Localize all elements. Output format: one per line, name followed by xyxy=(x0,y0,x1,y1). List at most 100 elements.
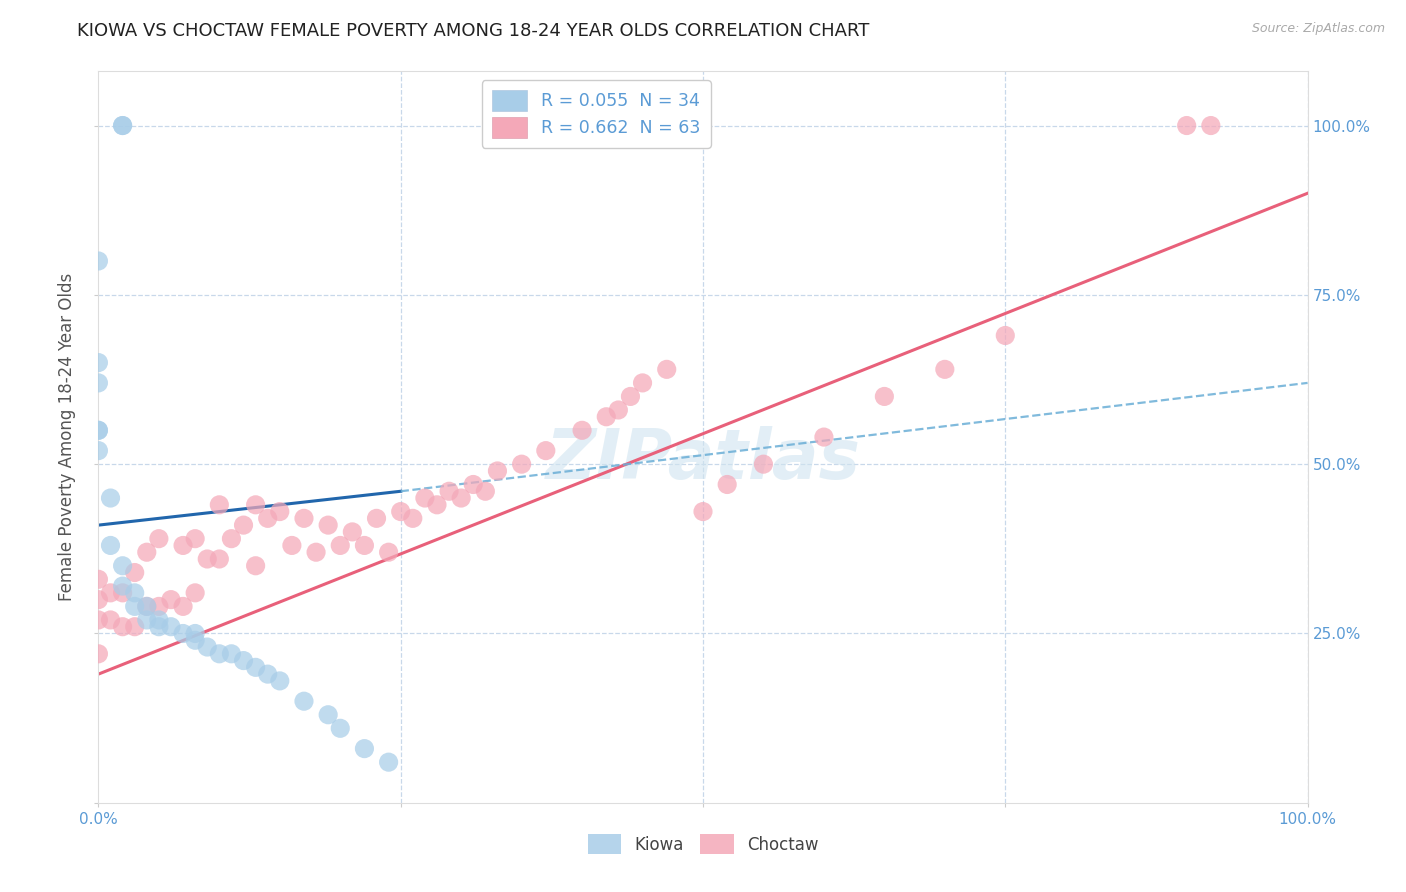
Point xyxy=(595,409,617,424)
Point xyxy=(221,532,243,546)
Point xyxy=(1199,119,1222,133)
Point xyxy=(111,586,134,600)
Point xyxy=(87,355,110,369)
Point xyxy=(402,511,425,525)
Point xyxy=(208,498,231,512)
Point xyxy=(934,362,956,376)
Point xyxy=(316,518,339,533)
Text: Source: ZipAtlas.com: Source: ZipAtlas.com xyxy=(1251,22,1385,36)
Point xyxy=(245,558,267,573)
Point xyxy=(184,586,207,600)
Point xyxy=(716,477,738,491)
Point xyxy=(342,524,364,539)
Point xyxy=(208,647,231,661)
Point xyxy=(124,620,146,634)
Point xyxy=(195,552,218,566)
Point xyxy=(184,626,207,640)
Point xyxy=(353,538,375,552)
Point xyxy=(111,119,134,133)
Point xyxy=(305,545,328,559)
Point xyxy=(135,599,157,614)
Point xyxy=(692,505,714,519)
Point xyxy=(87,423,110,437)
Text: KIOWA VS CHOCTAW FEMALE POVERTY AMONG 18-24 YEAR OLDS CORRELATION CHART: KIOWA VS CHOCTAW FEMALE POVERTY AMONG 18… xyxy=(77,22,870,40)
Point xyxy=(437,484,460,499)
Point xyxy=(172,538,194,552)
Point xyxy=(148,613,170,627)
Point xyxy=(148,599,170,614)
Point xyxy=(172,599,194,614)
Point xyxy=(389,505,412,519)
Point xyxy=(377,755,399,769)
Point xyxy=(256,667,278,681)
Point xyxy=(221,647,243,661)
Point xyxy=(281,538,304,552)
Point xyxy=(510,457,533,471)
Point xyxy=(329,538,352,552)
Point xyxy=(208,552,231,566)
Point xyxy=(619,389,641,403)
Point xyxy=(232,654,254,668)
Point xyxy=(269,505,291,519)
Point xyxy=(752,457,775,471)
Point xyxy=(148,620,170,634)
Point xyxy=(1175,119,1198,133)
Point xyxy=(873,389,896,403)
Point xyxy=(486,464,509,478)
Point xyxy=(160,620,183,634)
Point xyxy=(87,592,110,607)
Point xyxy=(135,613,157,627)
Point xyxy=(111,579,134,593)
Point xyxy=(607,403,630,417)
Point xyxy=(450,491,472,505)
Point xyxy=(813,430,835,444)
Point xyxy=(148,532,170,546)
Point xyxy=(269,673,291,688)
Point xyxy=(655,362,678,376)
Point xyxy=(87,376,110,390)
Point xyxy=(87,572,110,586)
Point xyxy=(534,443,557,458)
Point xyxy=(160,592,183,607)
Point xyxy=(377,545,399,559)
Point xyxy=(256,511,278,525)
Point xyxy=(232,518,254,533)
Point xyxy=(87,647,110,661)
Point xyxy=(571,423,593,437)
Point xyxy=(245,498,267,512)
Point xyxy=(124,566,146,580)
Point xyxy=(100,491,122,505)
Point xyxy=(135,599,157,614)
Point xyxy=(474,484,496,499)
Point xyxy=(124,599,146,614)
Text: ZIPatlas: ZIPatlas xyxy=(546,425,860,492)
Point xyxy=(413,491,436,505)
Point xyxy=(100,586,122,600)
Point xyxy=(111,119,134,133)
Point xyxy=(329,721,352,735)
Point xyxy=(631,376,654,390)
Point xyxy=(172,626,194,640)
Y-axis label: Female Poverty Among 18-24 Year Olds: Female Poverty Among 18-24 Year Olds xyxy=(58,273,76,601)
Point xyxy=(100,613,122,627)
Point xyxy=(100,538,122,552)
Point xyxy=(463,477,485,491)
Point xyxy=(87,613,110,627)
Point xyxy=(87,423,110,437)
Legend: Kiowa, Choctaw: Kiowa, Choctaw xyxy=(581,828,825,860)
Point xyxy=(353,741,375,756)
Point xyxy=(195,640,218,654)
Point xyxy=(994,328,1017,343)
Point xyxy=(292,694,315,708)
Point xyxy=(111,620,134,634)
Point xyxy=(87,443,110,458)
Point xyxy=(135,545,157,559)
Point xyxy=(245,660,267,674)
Point xyxy=(124,586,146,600)
Point xyxy=(184,532,207,546)
Point xyxy=(292,511,315,525)
Point xyxy=(366,511,388,525)
Point xyxy=(184,633,207,648)
Point xyxy=(316,707,339,722)
Point xyxy=(87,254,110,268)
